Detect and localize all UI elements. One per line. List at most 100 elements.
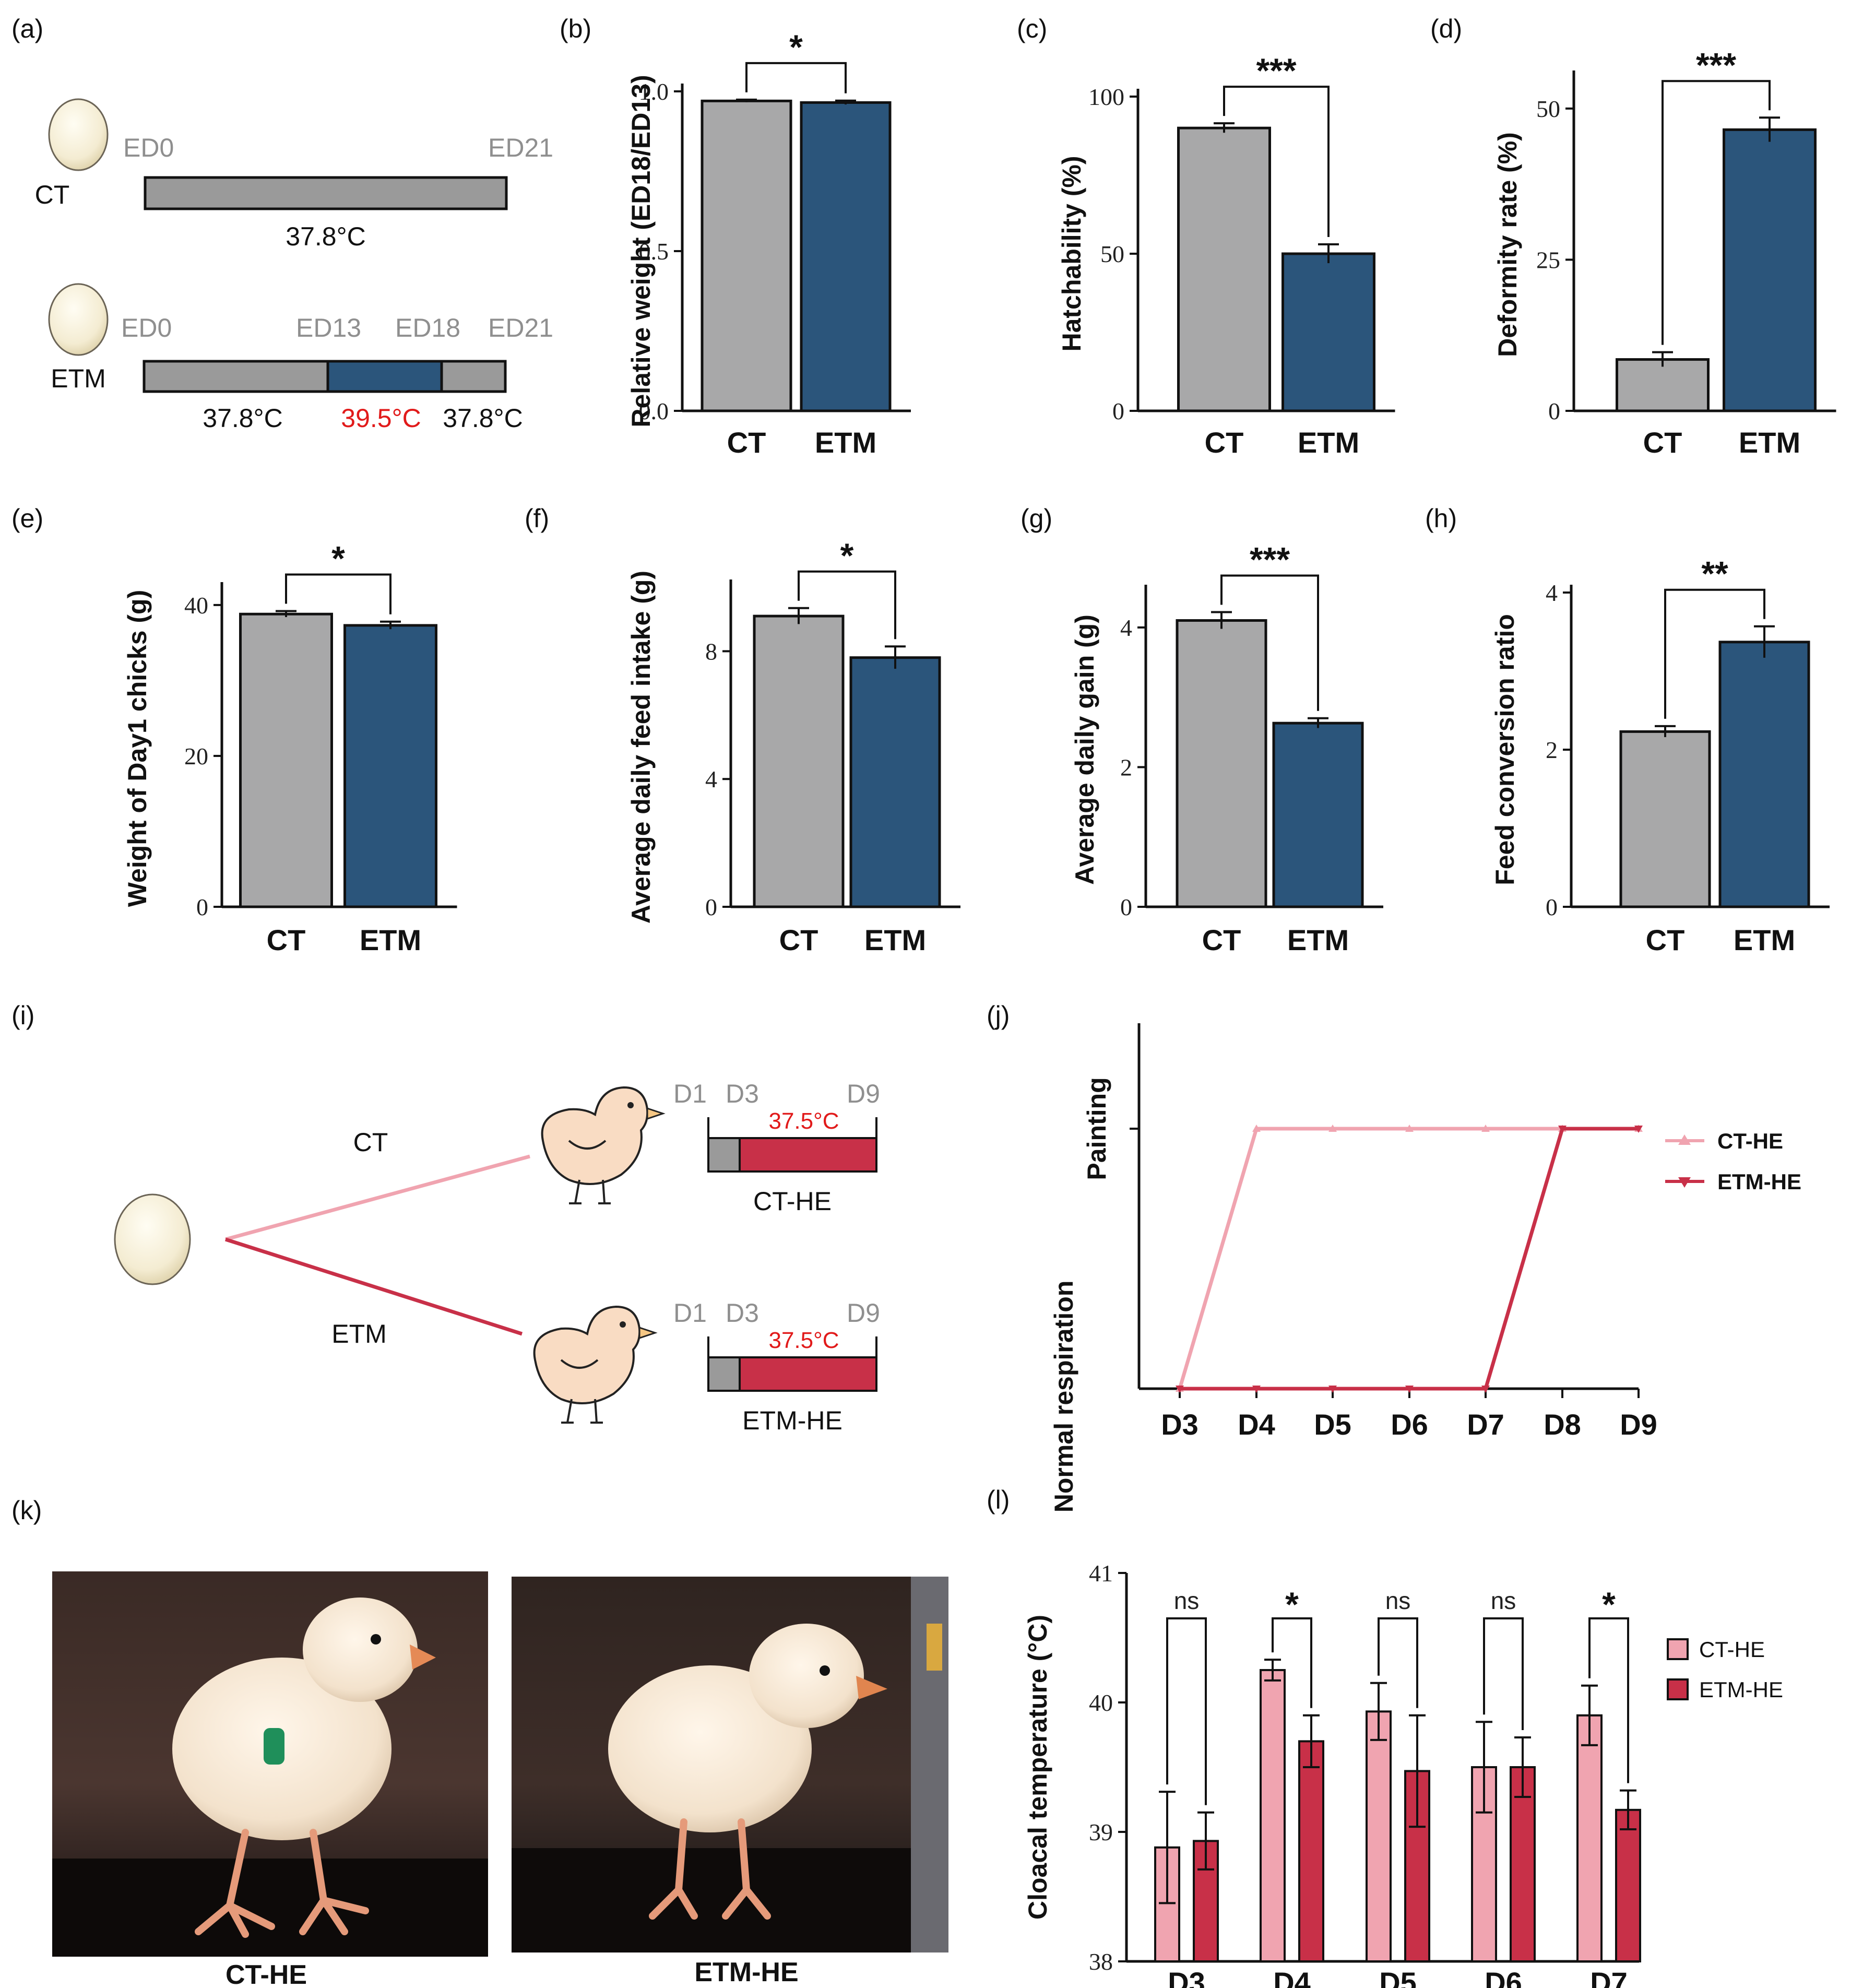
- y-tick-label: 4: [705, 766, 717, 792]
- chart-hatchability: 0 50 100 Hatchability (%) CT ETM ***: [1057, 51, 1395, 459]
- y-tick-label: 0: [705, 894, 717, 920]
- data-point: [1176, 1386, 1184, 1393]
- chart-day1-weight: 0 20 40 Weight of Day1 chicks (g) CT ETM *: [123, 539, 457, 956]
- label-heat-temp: 37.5°C: [768, 1108, 839, 1134]
- category-label: ETM: [1734, 924, 1795, 956]
- series-line-etm-he: [1180, 1127, 1639, 1391]
- category-label: ETM: [1298, 426, 1359, 459]
- y-tick-label: 25: [1536, 246, 1560, 273]
- ct-incubation-bar: [144, 176, 508, 210]
- chick-icon: [533, 1305, 658, 1424]
- y-tick-label: 41: [1089, 1560, 1113, 1587]
- diagram-i: CT ETM D1 D3 D9 37.5°C: [114, 1079, 880, 1435]
- category-label: CT: [267, 924, 306, 956]
- significance-bracket: [1223, 86, 1330, 237]
- label-etm-temp-normal: 37.8°C: [203, 404, 282, 433]
- label-d9: D9: [847, 1298, 880, 1328]
- x-tick-label: D5: [1314, 1408, 1351, 1441]
- schedule-normal-segment: [707, 1137, 741, 1173]
- bar-ct: [1176, 619, 1267, 908]
- y-axis-label: Deformity rate (%): [1493, 132, 1522, 357]
- etm-normal-segment: [143, 360, 329, 393]
- chart-respiration-status: Painting Normal respiration D3 D4 D5 D6 D7 D8 D9…: [1049, 1023, 1801, 1512]
- panel-label-e: (e): [11, 504, 43, 533]
- bar-ct-he: [1154, 1846, 1180, 1963]
- bar-ct: [1619, 730, 1711, 908]
- y-tick-label: 0: [196, 894, 208, 920]
- panel-label-b: (b): [560, 14, 591, 43]
- y-tick-label: 20: [184, 743, 208, 770]
- y-tick-label: 0.5: [639, 238, 669, 265]
- y-tick-label: 0: [1546, 894, 1558, 920]
- y-axis-label: Feed conversion ratio: [1490, 614, 1520, 885]
- panel-label-a: (a): [11, 14, 43, 43]
- label-ed18: ED18: [395, 313, 460, 342]
- bar-etm: [1282, 252, 1375, 412]
- category-label: CT: [779, 924, 818, 956]
- data-point: [1634, 1126, 1643, 1133]
- category-label: CT: [1205, 426, 1244, 459]
- category-label: D7: [1590, 1966, 1628, 1988]
- y-tick-label: 4: [1120, 614, 1132, 641]
- bar-ct: [753, 614, 845, 908]
- bar-ct: [1177, 126, 1271, 412]
- panel-label-i: (i): [11, 1001, 34, 1030]
- chart-cloacal-temperature: 38 39 40 41 Cloacal temperature (°C) D3 ns D4 * D…: [1023, 1560, 1783, 1988]
- panel-label-l: (l): [987, 1485, 1010, 1514]
- category-label: ETM: [864, 924, 926, 956]
- photo-ct-he: [52, 1571, 488, 1957]
- significance-bracket: [1272, 1617, 1312, 1708]
- label-d1: D1: [673, 1079, 707, 1108]
- data-point: [1558, 1126, 1567, 1133]
- y-tick-label: 100: [1088, 84, 1124, 110]
- y-tick-label: 40: [184, 592, 208, 619]
- y-tick-label: 39: [1089, 1819, 1113, 1845]
- legend-swatch: [1667, 1678, 1689, 1700]
- y-tick-label: 50: [1100, 241, 1124, 267]
- x-tick-label: D4: [1238, 1408, 1275, 1441]
- category-label: ETM: [815, 426, 876, 459]
- panel-label-g: (g): [1021, 504, 1052, 533]
- bar-etm: [1272, 721, 1364, 908]
- bar-etm: [1718, 641, 1810, 908]
- series-line-ct-he: [1178, 1127, 1639, 1389]
- egg-icon: [114, 1193, 191, 1285]
- bar-ct: [239, 612, 333, 908]
- data-point: [1481, 1125, 1490, 1132]
- legend-marker: [1678, 1177, 1691, 1188]
- category-label: ETM: [1287, 924, 1349, 956]
- category-label: ETM: [1739, 426, 1800, 459]
- bar-etm-he: [1615, 1808, 1641, 1963]
- x-tick-label: D3: [1161, 1408, 1199, 1441]
- panel-label-d: (d): [1430, 14, 1462, 43]
- category-label: D3: [1168, 1966, 1205, 1988]
- photo-caption-etm-he: ETM-HE: [694, 1957, 798, 1987]
- category-label: D4: [1273, 1966, 1311, 1988]
- y-axis-label: Cloacal temperature (°C): [1023, 1615, 1052, 1920]
- panel-label-h: (h): [1425, 504, 1457, 533]
- ct-branch-line: [225, 1154, 530, 1241]
- data-point: [1481, 1386, 1490, 1393]
- label-ct-branch: CT: [353, 1128, 388, 1157]
- label-ed0: ED0: [121, 313, 172, 342]
- label-ed21: ED21: [488, 313, 553, 342]
- y-tick-label-low: Normal respiration: [1049, 1281, 1078, 1513]
- y-tick-label: 50: [1536, 96, 1560, 122]
- y-tick-label: 1.0: [639, 78, 669, 105]
- chart-feed-intake: 0 4 8 Average daily feed intake (g) CT ETM *: [626, 536, 960, 956]
- y-tick-label: 0.0: [639, 398, 669, 424]
- y-tick-label: 8: [705, 638, 717, 665]
- significance-bracket: [798, 570, 896, 640]
- bar-etm-he: [1193, 1840, 1219, 1963]
- data-point: [1328, 1386, 1337, 1393]
- significance-bracket: [745, 62, 847, 93]
- chart-daily-gain: 0 2 4 Average daily gain (g) CT ETM ***: [1070, 540, 1383, 956]
- significance-bracket: [1588, 1617, 1629, 1783]
- y-tick-label: 0: [1112, 398, 1124, 424]
- label-ed0: ED0: [123, 133, 174, 162]
- panel-label-f: (f): [525, 504, 549, 533]
- y-tick-label-high: Painting: [1082, 1077, 1111, 1180]
- y-axis-label: Average daily feed intake (g): [626, 571, 656, 924]
- label-d1: D1: [673, 1298, 707, 1328]
